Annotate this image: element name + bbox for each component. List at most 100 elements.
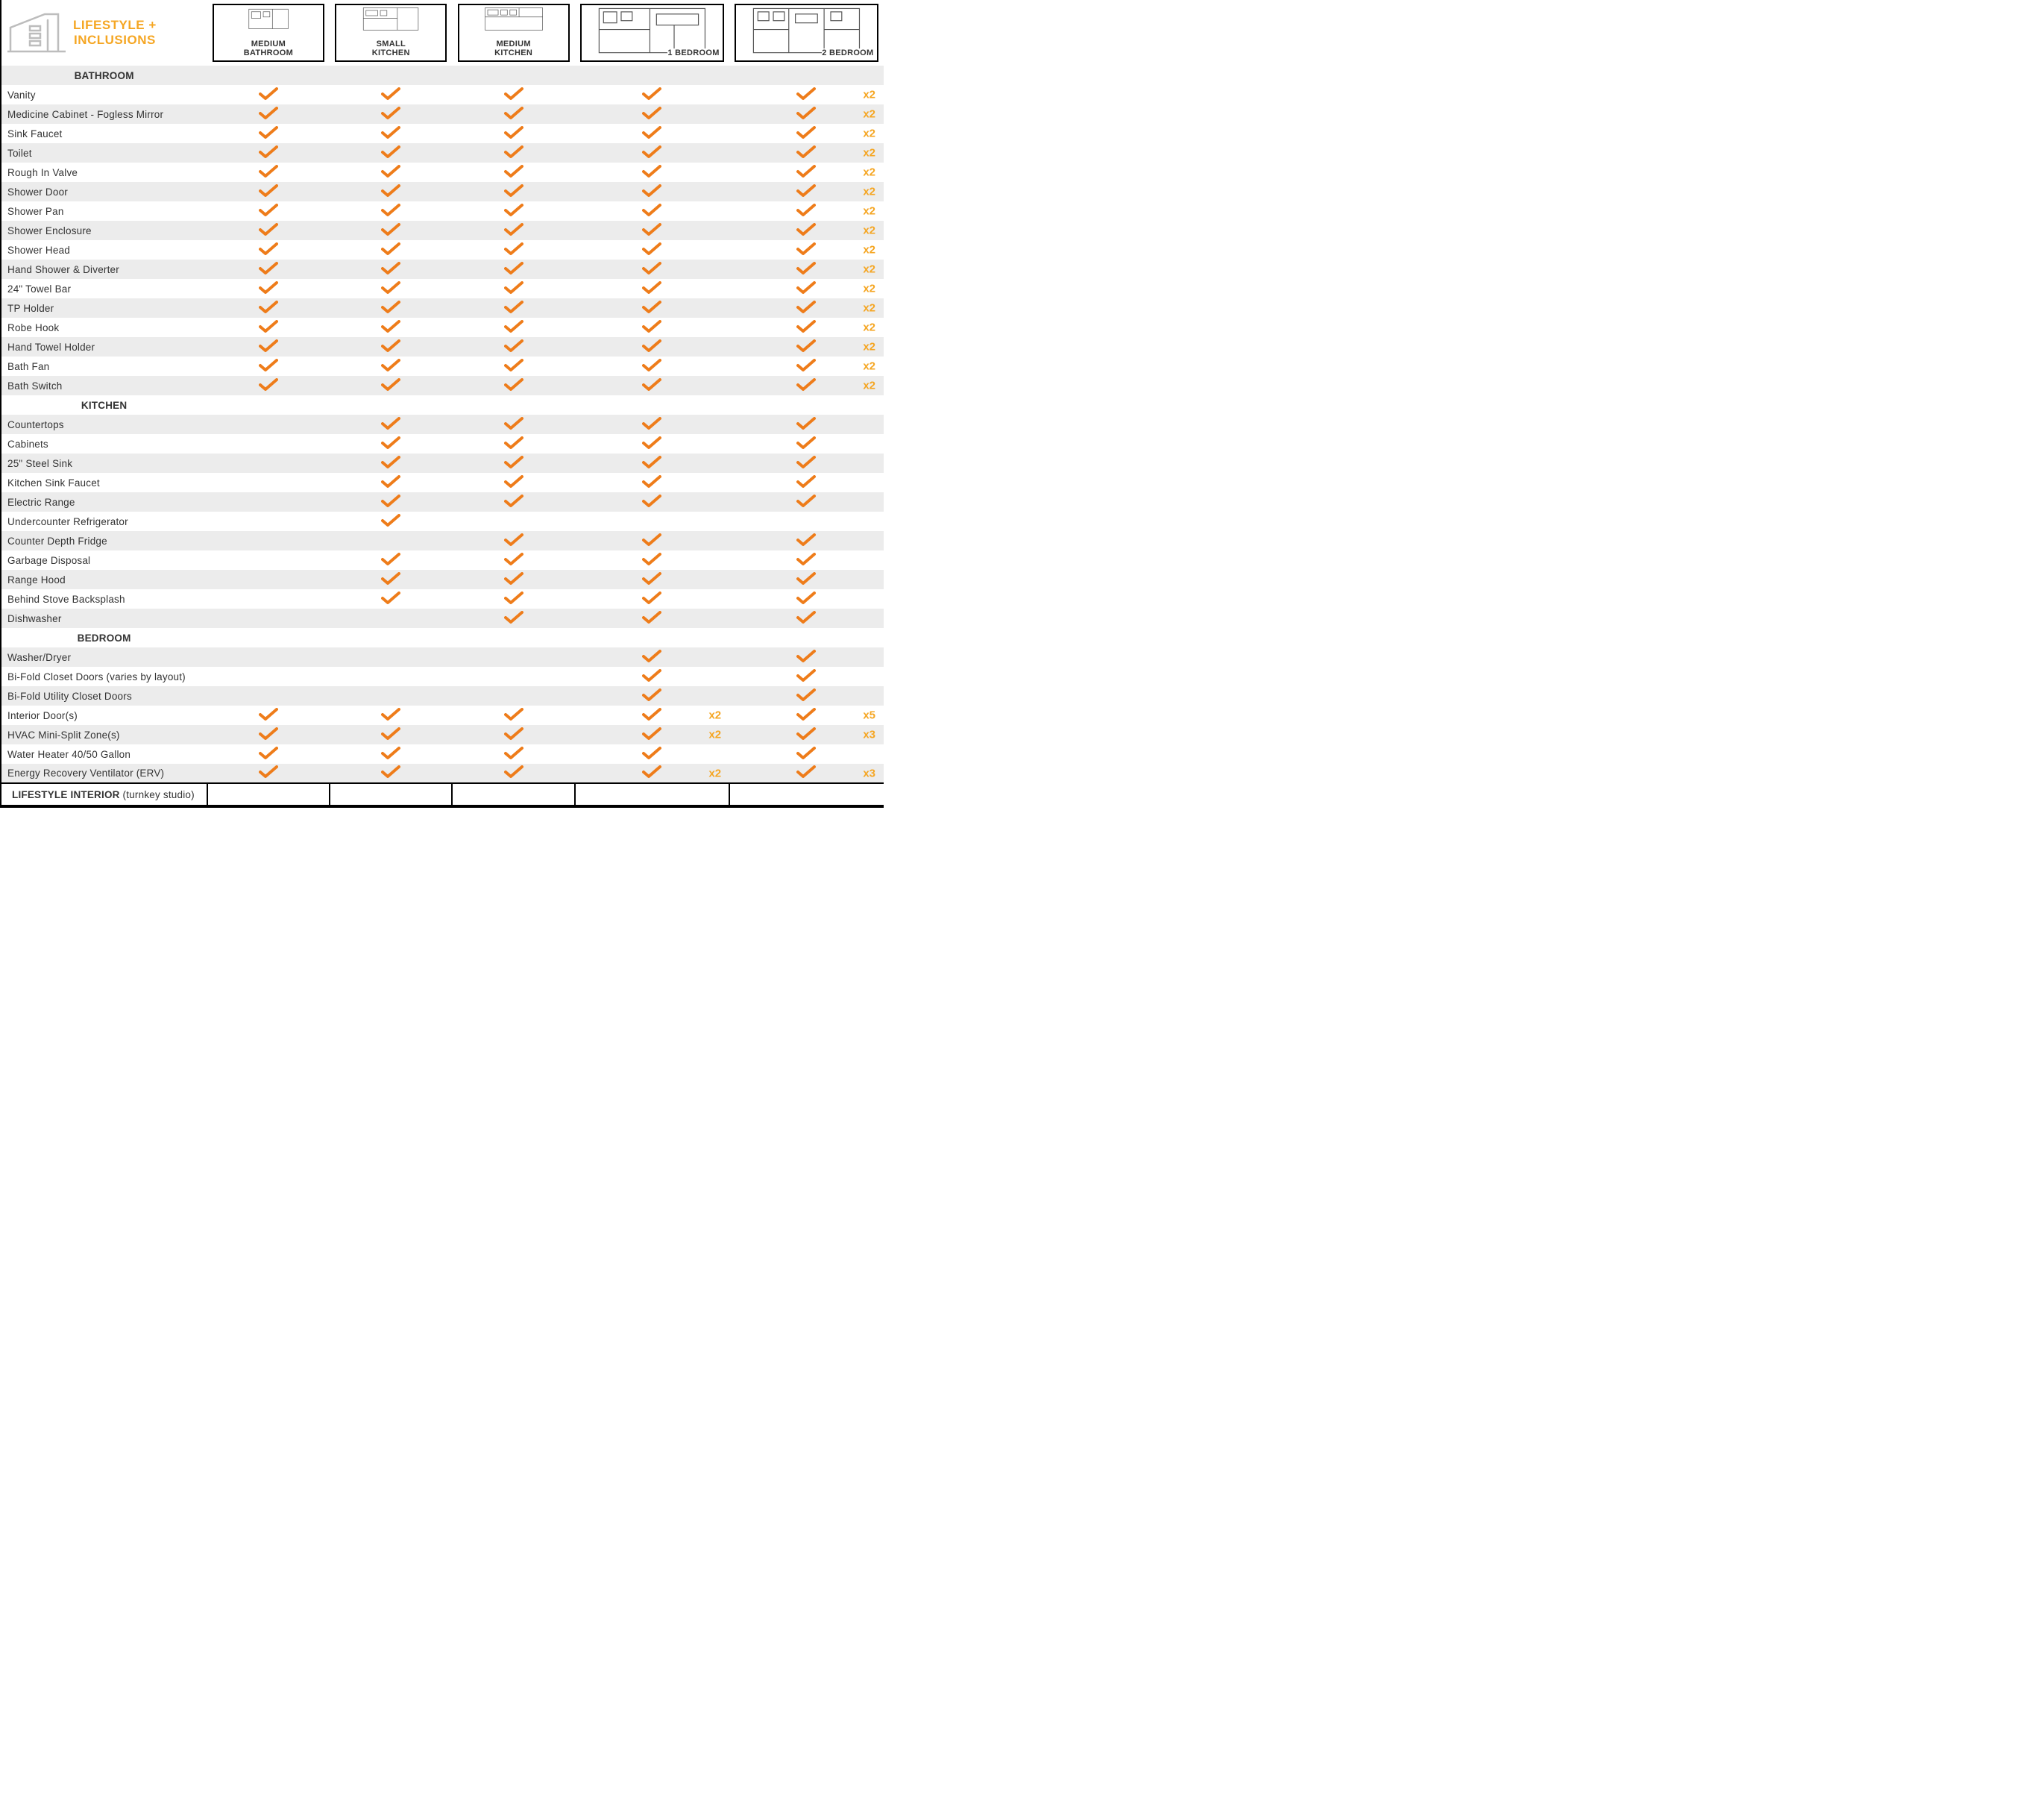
check-icon <box>259 242 278 258</box>
cell <box>575 124 729 143</box>
quantity-badge: x3 <box>863 729 875 741</box>
cell <box>330 550 452 570</box>
feature-label: Shower Pan <box>1 201 207 221</box>
check-icon <box>381 475 400 491</box>
cell <box>330 609 452 628</box>
cell <box>575 570 729 589</box>
check-icon <box>381 320 400 336</box>
check-icon <box>642 533 661 549</box>
cell: x2 <box>575 725 729 744</box>
check-icon <box>504 611 523 627</box>
check-icon <box>504 359 523 374</box>
cell <box>453 706 574 725</box>
column-label: SMALLKITCHEN <box>336 38 445 60</box>
check-icon <box>381 262 400 277</box>
check-icon <box>381 708 400 724</box>
feature-label: Counter Depth Fridge <box>1 531 207 550</box>
check-icon <box>796 165 816 181</box>
cell <box>575 201 729 221</box>
feature-label: Water Heater 40/50 Gallon <box>1 744 207 764</box>
cell <box>207 85 329 104</box>
quantity-badge: x3 <box>863 767 875 779</box>
cell <box>330 473 452 492</box>
cell <box>575 85 729 104</box>
cell <box>207 240 329 260</box>
check-icon <box>259 727 278 743</box>
cell <box>453 260 574 279</box>
cell <box>330 744 452 764</box>
check-icon <box>642 339 661 355</box>
check-icon <box>381 242 400 258</box>
check-icon <box>381 223 400 239</box>
cell <box>330 318 452 337</box>
cell <box>575 240 729 260</box>
cell <box>453 647 574 667</box>
cell <box>453 550 574 570</box>
cell <box>729 415 883 434</box>
check-icon <box>504 708 523 724</box>
feature-label: Bath Fan <box>1 357 207 376</box>
cell: x2 <box>729 318 883 337</box>
cell <box>207 124 329 143</box>
inclusions-table-wrap: LIFESTYLE + INCLUSIONS MEDIUMBATHROOM <box>0 0 884 808</box>
check-icon <box>642 436 661 452</box>
cell <box>207 764 329 782</box>
check-icon <box>796 747 816 762</box>
cell <box>330 764 452 782</box>
floorplan-icon <box>214 5 323 38</box>
cell <box>575 221 729 240</box>
cell <box>330 260 452 279</box>
check-icon <box>381 572 400 588</box>
cell <box>207 415 329 434</box>
cell <box>330 376 452 395</box>
cell <box>453 376 574 395</box>
check-icon <box>259 145 278 161</box>
cell <box>729 531 883 550</box>
quantity-badge: x2 <box>863 283 875 295</box>
cell: x2 <box>729 279 883 298</box>
cell <box>575 104 729 124</box>
cell <box>575 357 729 376</box>
check-icon <box>642 126 661 142</box>
cell <box>207 589 329 609</box>
feature-label: Bi-Fold Utility Closet Doors <box>1 686 207 706</box>
cell: x2 <box>729 143 883 163</box>
cell <box>453 337 574 357</box>
cell <box>330 686 452 706</box>
check-icon <box>381 436 400 452</box>
check-icon <box>504 184 523 200</box>
check-icon <box>381 359 400 374</box>
cell <box>453 143 574 163</box>
feature-label: Countertops <box>1 415 207 434</box>
cell: x2 <box>729 376 883 395</box>
cell <box>575 744 729 764</box>
cell <box>207 686 329 706</box>
check-icon <box>796 301 816 316</box>
cell <box>330 201 452 221</box>
cell: x2 <box>729 124 883 143</box>
check-icon <box>796 611 816 627</box>
check-icon <box>504 262 523 277</box>
quantity-badge: x2 <box>863 186 875 198</box>
cell <box>330 706 452 725</box>
check-icon <box>796 553 816 568</box>
check-icon <box>642 765 661 781</box>
check-icon <box>504 107 523 122</box>
check-icon <box>642 417 661 433</box>
cell <box>330 221 452 240</box>
plan-box: 2 BEDROOM <box>735 4 878 62</box>
cell <box>330 240 452 260</box>
check-icon <box>796 456 816 471</box>
feature-label: Toilet <box>1 143 207 163</box>
column-header-two_bedroom: 2 BEDROOM <box>729 0 884 66</box>
quantity-badge: x2 <box>863 128 875 140</box>
cell: x2 <box>729 240 883 260</box>
cell <box>330 163 452 182</box>
cell <box>207 570 329 589</box>
quantity-badge: x2 <box>708 729 721 741</box>
cell <box>453 201 574 221</box>
cell <box>207 221 329 240</box>
brand-line2: INCLUSIONS <box>74 33 156 47</box>
cell <box>453 725 574 744</box>
check-icon <box>259 765 278 781</box>
